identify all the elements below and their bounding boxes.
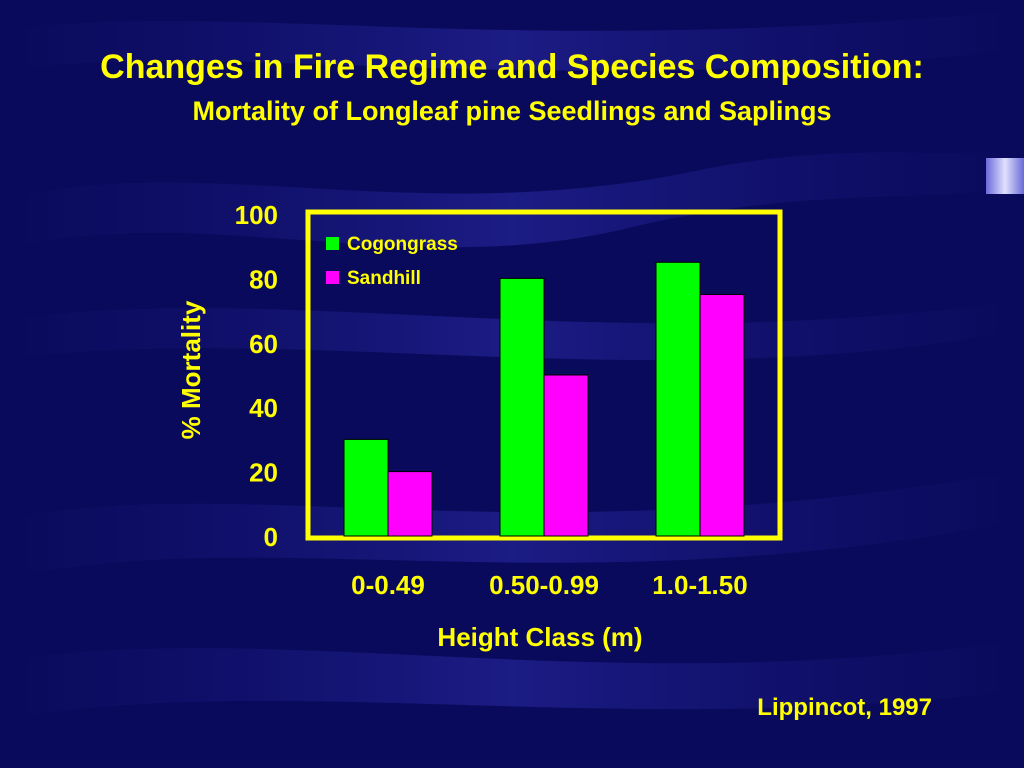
x-axis-label: Height Class (m) [437, 622, 642, 652]
bar-cogongrass-0 [343, 438, 389, 537]
bar-sandhill-2 [699, 294, 745, 537]
x-tick-label: 0-0.49 [351, 570, 425, 600]
slide-title: Changes in Fire Regime and Species Compo… [100, 48, 924, 86]
y-tick-label: 80 [249, 264, 278, 294]
bars-group [343, 261, 745, 537]
legend: Cogongrass Sandhill [326, 234, 458, 289]
y-tick-label: 60 [249, 329, 278, 359]
x-tick-label: 0.50-0.99 [489, 570, 599, 600]
legend-swatch-cogongrass [326, 237, 339, 250]
y-tick-label: 20 [249, 458, 278, 488]
y-tick-label: 40 [249, 393, 278, 423]
plot-frame [305, 209, 783, 541]
citation: Lippincot, 1997 [757, 694, 932, 721]
y-axis: 0 20 40 60 80 100 [235, 200, 278, 552]
bar-sandhill-1 [543, 374, 589, 537]
legend-swatch-sandhill [326, 271, 339, 284]
y-axis-label: % Mortality [176, 300, 206, 439]
decorative-tab [986, 158, 1024, 194]
legend-label-cogongrass: Cogongrass [347, 234, 458, 255]
x-axis: 0-0.49 0.50-0.99 1.0-1.50 [351, 570, 748, 600]
bar-cogongrass-1 [499, 277, 545, 537]
x-tick-label: 1.0-1.50 [652, 570, 747, 600]
legend-label-sandhill: Sandhill [347, 268, 421, 289]
bar-cogongrass-2 [655, 261, 701, 537]
bar-sandhill-0 [387, 471, 433, 537]
slide-subtitle: Mortality of Longleaf pine Seedlings and… [192, 96, 832, 126]
y-tick-label: 0 [264, 522, 278, 552]
y-tick-label: 100 [235, 200, 278, 230]
